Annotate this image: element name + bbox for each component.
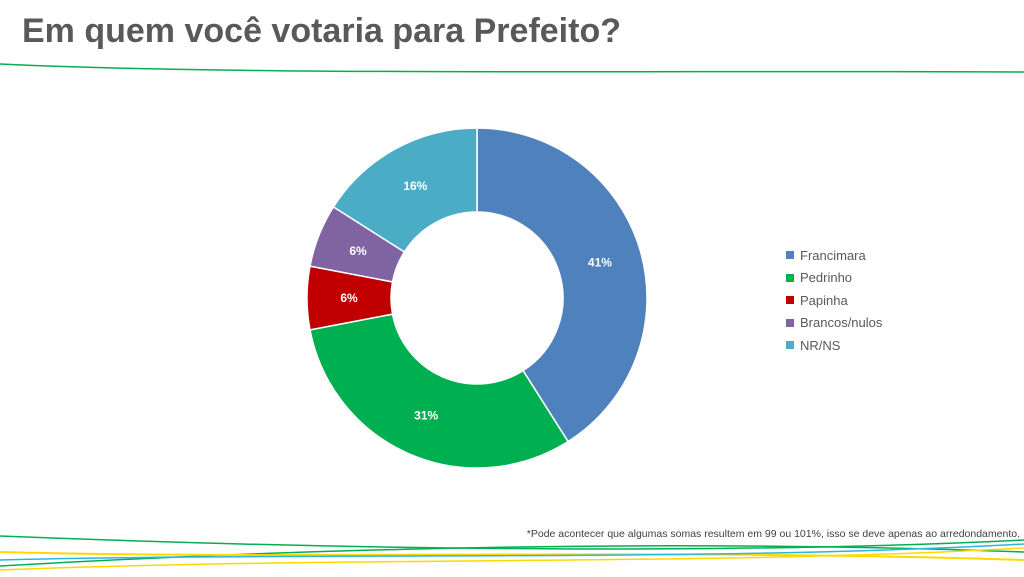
footer-wave-green-1 [0,535,1024,550]
legend-swatch [786,273,794,282]
legend-swatch [786,251,794,260]
legend-item-francimara: Francimara [786,244,882,267]
data-label: 31% [414,408,438,422]
data-label: 6% [349,244,367,258]
legend-label: Papinha [800,292,848,308]
data-label: 6% [340,291,358,305]
legend-item-pedrinho: Pedrinho [786,267,882,290]
legend-item-papinha: Papinha [786,289,882,312]
donut-slice-pedrinho [309,313,570,469]
footer-wave-blue [0,543,1024,561]
legend-item-brancos-nulos: Brancos/nulos [786,312,882,335]
data-label: 41% [588,255,612,269]
chart-legend: Francimara Pedrinho Papinha Brancos/nulo… [786,244,882,357]
legend-item-nr-ns: NR/NS [786,334,882,357]
data-label: 16% [403,179,427,193]
legend-swatch [786,296,794,305]
legend-swatch [786,318,794,327]
footer-wave-yellow-2 [0,547,1024,571]
footnote: *Pode acontecer que algumas somas result… [526,528,1020,540]
legend-label: NR/NS [800,337,841,353]
legend-label: Pedrinho [800,270,853,286]
header-divider-line [0,63,1024,73]
donut-slice-nr-ns [332,127,478,253]
legend-swatch [786,341,794,350]
legend-label: Francimara [800,247,866,263]
donut-slice-francimara [476,127,648,443]
page-title: Em quem você votaria para Prefeito? [22,12,621,50]
legend-label: Brancos/nulos [800,315,883,331]
footer-wave-yellow-1 [0,551,1024,561]
